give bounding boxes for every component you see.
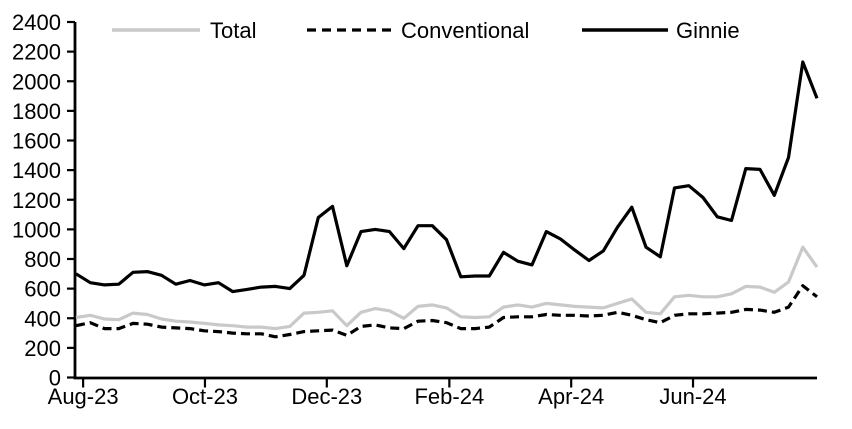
- x-axis-tick-label: Feb-24: [414, 384, 484, 409]
- y-axis-tick-label: 800: [24, 247, 61, 272]
- legend-label-ginnie: Ginnie: [676, 18, 740, 43]
- legend-label-conventional: Conventional: [401, 18, 529, 43]
- y-axis-tick-label: 0: [49, 366, 61, 391]
- y-axis-tick-label: 1000: [12, 217, 61, 242]
- y-axis-tick-label: 2400: [12, 10, 61, 35]
- y-axis-tick-label: 1600: [12, 129, 61, 154]
- y-axis-tick-label: 2200: [12, 40, 61, 65]
- legend-label-total: Total: [210, 18, 256, 43]
- x-axis-tick-label: Aug-23: [48, 384, 119, 409]
- x-axis-tick-label: Dec-23: [291, 384, 362, 409]
- x-axis-tick-label: Jun-24: [659, 384, 726, 409]
- x-axis-tick-label: Apr-24: [538, 384, 604, 409]
- series-line-conventional: [75, 284, 818, 339]
- y-axis-tick-label: 1400: [12, 158, 61, 183]
- y-axis-tick-label: 600: [24, 277, 61, 302]
- y-axis-tick-label: 400: [24, 306, 61, 331]
- series-line-ginnie: [75, 60, 819, 294]
- y-axis-tick-label: 1800: [12, 99, 61, 124]
- y-axis-tick-label: 2000: [12, 69, 61, 94]
- series-line-total: [75, 245, 819, 331]
- y-axis-tick-label: 200: [24, 336, 61, 361]
- y-axis-tick-label: 1200: [12, 188, 61, 213]
- x-axis-tick-label: Oct-23: [172, 384, 238, 409]
